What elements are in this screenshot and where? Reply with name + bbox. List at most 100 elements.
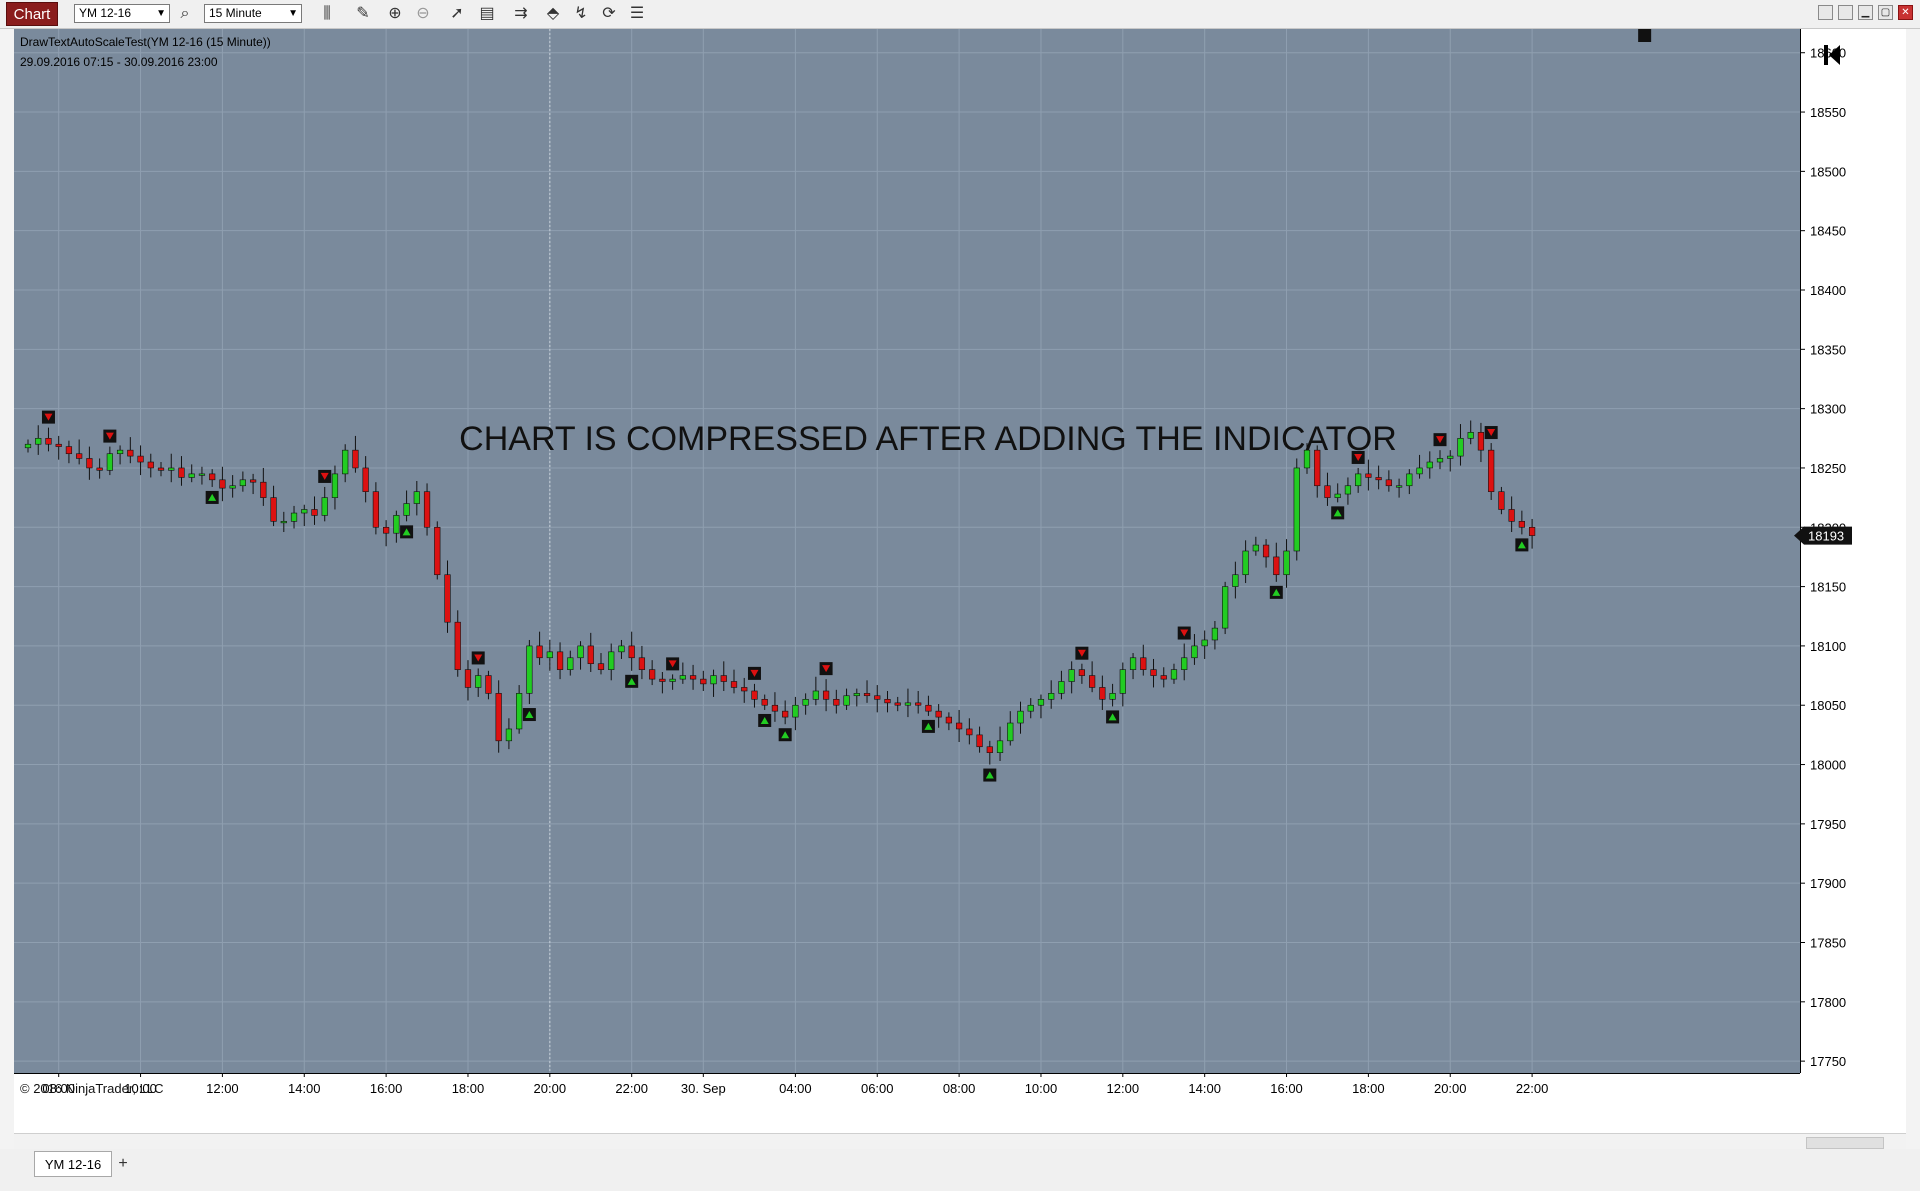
- candle-body: [996, 740, 1004, 753]
- candle-body: [597, 663, 605, 670]
- candle-body: [434, 526, 441, 576]
- candle-body: [1416, 467, 1423, 475]
- tab-ym-12-16[interactable]: YM 12-16: [34, 1151, 112, 1177]
- bars-type-icon[interactable]: ⫼: [323, 5, 331, 22]
- candle-body: [659, 678, 666, 682]
- candle-body: [157, 467, 165, 471]
- candle-body: [1528, 526, 1536, 536]
- time-axis[interactable]: 08:00 10:00 12:00 14:00 16:00 18:00 20:00 22:00…: [14, 1073, 1800, 1102]
- price-axis[interactable]: 18600 18550 18500 18450 18400 18350 18300 18250…: [1800, 29, 1856, 1102]
- properties-icon[interactable]: ☰: [629, 5, 645, 22]
- candle-body: [1426, 461, 1433, 469]
- data-box-icon[interactable]: ▤: [479, 5, 495, 22]
- candle-body: [270, 497, 277, 522]
- candle-body: [475, 675, 482, 688]
- candle-body: [730, 681, 738, 688]
- candle-body: [1027, 704, 1034, 712]
- x-tick-label: 22:00: [615, 1081, 648, 1096]
- candle-body: [945, 716, 952, 724]
- candle-body: [741, 687, 748, 692]
- y-tick-label: 18350: [1810, 342, 1846, 357]
- candle-body: [536, 645, 543, 659]
- tile-icon[interactable]: [1838, 5, 1853, 20]
- drawing-tools-icon[interactable]: ↯: [574, 5, 588, 22]
- scroll-to-start-icon[interactable]: [1824, 45, 1840, 65]
- y-tick-label: 18550: [1810, 105, 1846, 120]
- candle-body: [689, 675, 697, 680]
- chart-panel[interactable]: 18600 18550 18500 18450 18400 18350 18300 18250…: [14, 29, 1856, 1102]
- sell-arrow-icon: [1180, 629, 1189, 637]
- candle-body: [925, 704, 932, 712]
- search-icon[interactable]: ⌕: [180, 5, 190, 22]
- candle-body: [935, 710, 942, 718]
- y-tick-label: 17850: [1810, 936, 1846, 951]
- candle-body: [1375, 477, 1382, 481]
- y-tick-label: 18300: [1810, 402, 1846, 417]
- minimize-icon[interactable]: ▁: [1858, 5, 1873, 20]
- candle-body: [1518, 521, 1525, 528]
- candle-body: [1457, 437, 1464, 457]
- candle-body: [618, 645, 625, 653]
- x-tick-label: 10:00: [124, 1081, 157, 1096]
- candle-body: [863, 693, 871, 697]
- candle-body: [1201, 639, 1208, 647]
- buy-arrow-icon: [781, 731, 790, 739]
- add-tab-button[interactable]: +: [118, 1155, 128, 1172]
- strategies-icon[interactable]: ⇉: [514, 5, 528, 22]
- candle-body: [290, 512, 298, 522]
- sell-arrow-icon: [822, 665, 831, 673]
- candle-body: [1273, 556, 1280, 576]
- sell-arrow-icon: [1487, 429, 1496, 437]
- candle-body: [229, 485, 236, 489]
- x-tick-label: 16:00: [1270, 1081, 1303, 1096]
- horizontal-scrollbar[interactable]: [14, 1133, 1906, 1150]
- pointer-icon[interactable]: ➚: [450, 5, 464, 22]
- candle-body: [976, 734, 983, 748]
- buy-arrow-icon: [525, 711, 534, 719]
- candle-body: [321, 497, 328, 516]
- y-tick-label: 18250: [1810, 461, 1846, 476]
- instrument-selector[interactable]: YM 12-16 ▼: [74, 4, 170, 23]
- candle-body: [853, 693, 860, 697]
- candle-body: [96, 467, 103, 471]
- y-tick-label: 17900: [1810, 876, 1846, 891]
- candle-body: [1119, 669, 1126, 694]
- candle-body: [342, 449, 349, 475]
- maximize-icon[interactable]: ▢: [1878, 5, 1893, 20]
- candle-body: [1395, 485, 1403, 488]
- scrollbar-thumb[interactable]: [1806, 1137, 1884, 1149]
- candle-body: [505, 728, 513, 742]
- sell-arrow-icon: [44, 413, 53, 421]
- candle-body: [86, 458, 93, 469]
- signal-markers: [41, 29, 1652, 782]
- candle-body: [628, 645, 635, 659]
- pencil-icon[interactable]: ✎: [356, 5, 370, 22]
- sell-arrow-icon: [320, 472, 329, 480]
- candle-body: [331, 473, 339, 498]
- zoom-in-icon[interactable]: ⊕: [388, 5, 402, 22]
- chart-toolbar: Chart YM 12-16 ▼ ⌕ 15 Minute ▼ ⫼ ✎ ⊕ ⊖ ➚…: [0, 0, 1920, 29]
- candle-body: [1324, 485, 1331, 498]
- candle-body: [915, 702, 922, 706]
- indicators-icon[interactable]: ⬘: [546, 5, 560, 22]
- plot-area[interactable]: [14, 29, 1800, 1073]
- candle-body: [1293, 467, 1300, 552]
- restore-icon[interactable]: [1818, 5, 1833, 20]
- time-axis-bg: [14, 1073, 1800, 1102]
- candle-body: [986, 746, 993, 753]
- candle-body: [792, 704, 799, 718]
- candle-body: [383, 526, 390, 534]
- candle-body: [239, 479, 246, 487]
- candle-body: [955, 722, 963, 730]
- zoom-out-icon[interactable]: ⊖: [416, 5, 430, 22]
- interval-selector[interactable]: 15 Minute ▼: [204, 4, 302, 23]
- overlay-text: CHART IS COMPRESSED AFTER ADDING THE IND…: [459, 420, 1397, 458]
- close-icon[interactable]: ✕: [1898, 5, 1913, 20]
- chart-title-tab[interactable]: Chart: [6, 2, 58, 26]
- price-chart[interactable]: 18600 18550 18500 18450 18400 18350 18300 18250…: [14, 29, 1856, 1102]
- candle-body: [761, 698, 768, 706]
- buy-arrow-icon: [760, 716, 769, 724]
- candle-body: [874, 695, 881, 700]
- reload-icon[interactable]: ⟳: [602, 5, 616, 22]
- chevron-down-icon: ▼: [288, 8, 298, 19]
